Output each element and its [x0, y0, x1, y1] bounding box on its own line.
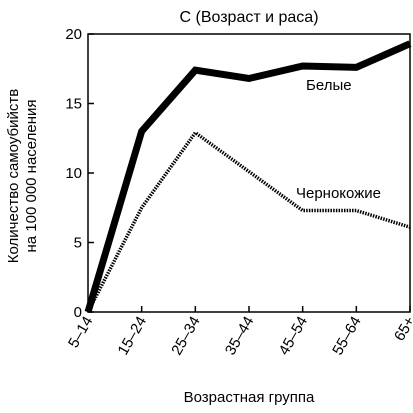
x-tick-label: 65+ — [391, 313, 413, 344]
y-tick-label: 20 — [65, 26, 82, 43]
y-axis-label: Количество самоубийств на 100 000 населе… — [5, 89, 40, 263]
series-label-white: Белые — [306, 77, 352, 94]
series-line-black — [86, 130, 411, 313]
x-tick-label: 55–64 — [329, 314, 365, 359]
y-tick-label: 15 — [65, 96, 82, 113]
series-labels: Белые Чернокожие — [296, 77, 381, 202]
series-lines — [84, 40, 412, 313]
x-axis-label: Возрастная группа — [184, 389, 315, 406]
x-tick-label: 25–34 — [168, 314, 204, 359]
x-tick-label: 5–14 — [65, 314, 96, 351]
series-label-black: Чернокожие — [296, 185, 381, 202]
y-tick-label: 5 — [74, 235, 82, 252]
series-line-white — [84, 40, 412, 313]
x-tick-label: 45–54 — [276, 314, 312, 359]
y-axis-label-line-2: на 100 000 населения — [23, 99, 40, 252]
x-tick-label: 15–24 — [115, 314, 151, 359]
y-tick-label: 0 — [74, 304, 82, 321]
chart-title: С (Возраст и раса) — [179, 9, 318, 26]
y-tick-label: 10 — [65, 165, 82, 182]
x-tick-label: 35–44 — [222, 314, 258, 359]
y-axis-label-line-1: Количество самоубийств — [5, 89, 22, 263]
